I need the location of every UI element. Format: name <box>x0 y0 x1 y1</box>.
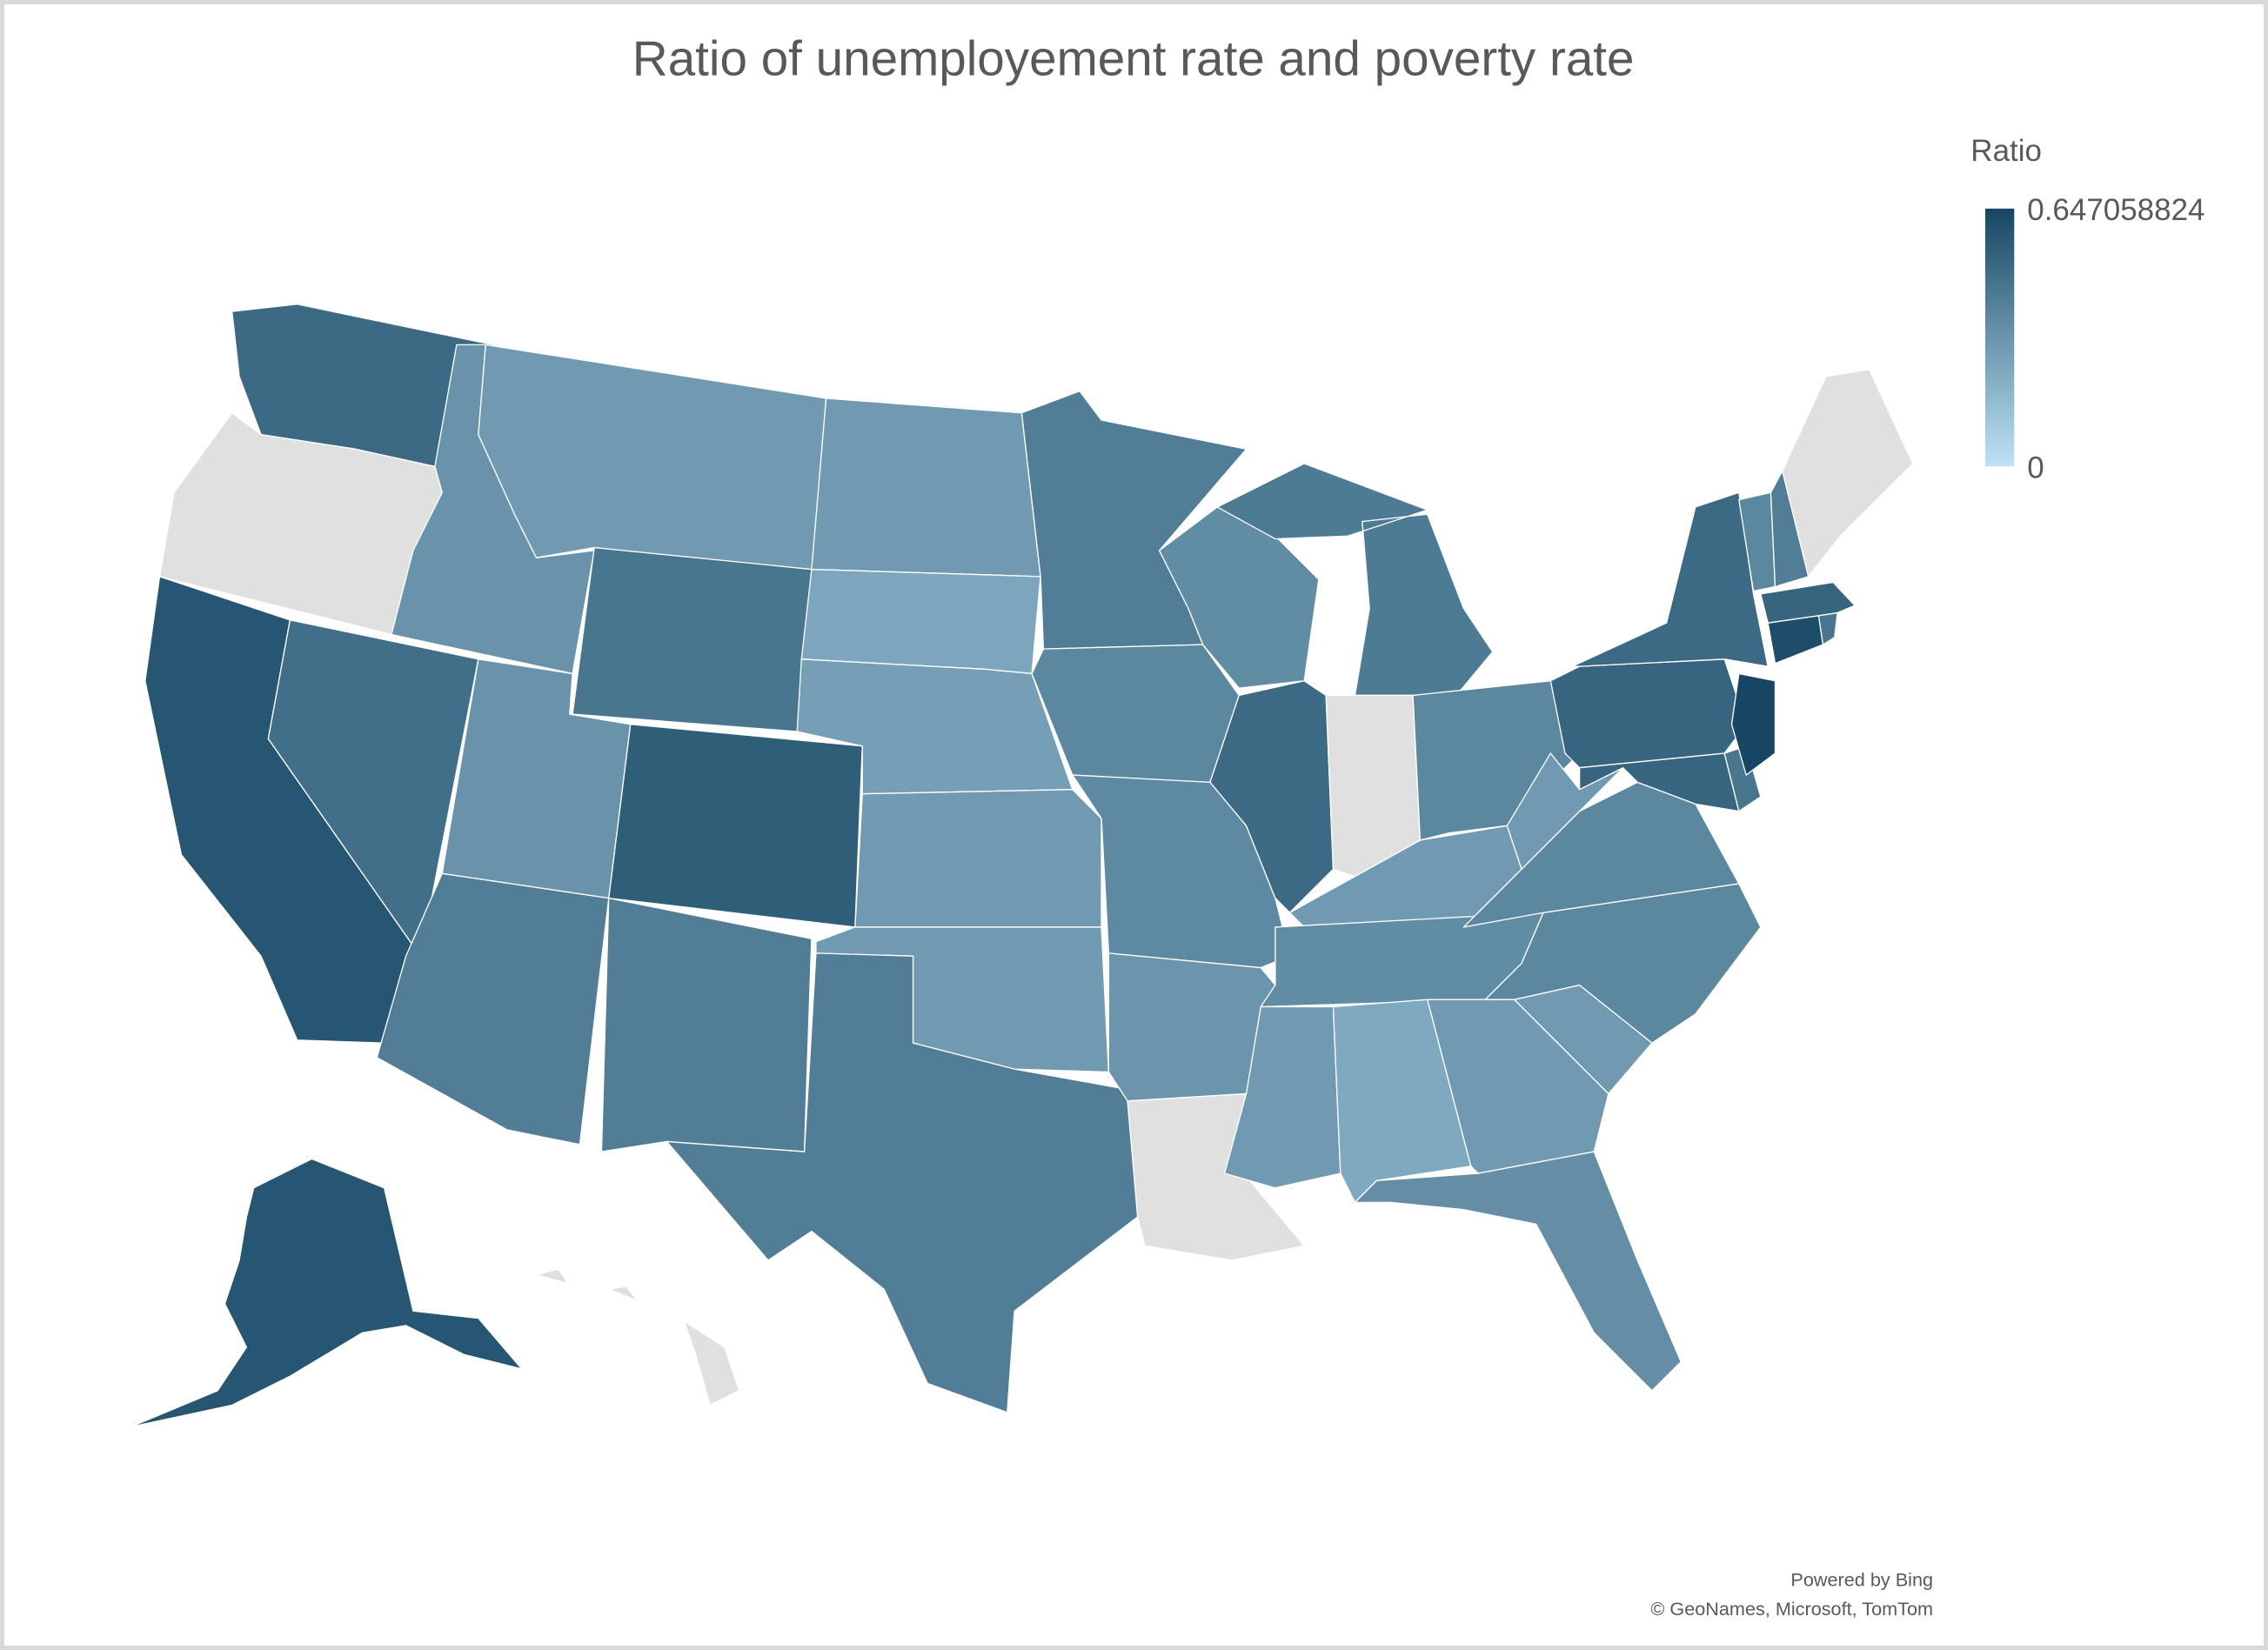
state-sd[interactable] <box>800 568 1041 675</box>
legend-max-label: 0.647058824 <box>2027 193 2204 227</box>
state-ma[interactable] <box>1760 581 1856 624</box>
state-fl[interactable] <box>1354 1151 1682 1392</box>
state-wy[interactable] <box>572 546 813 732</box>
legend-title: Ratio <box>1970 134 2042 168</box>
state-mi[interactable] <box>1216 463 1494 697</box>
state-me[interactable] <box>1782 369 1914 578</box>
legend-color-scale <box>1984 208 2015 467</box>
state-tx[interactable] <box>666 952 1139 1413</box>
state-mt[interactable] <box>478 344 827 573</box>
state-nj[interactable] <box>1730 672 1776 776</box>
legend-min-label: 0 <box>2027 451 2044 485</box>
states-layer <box>130 304 1914 1428</box>
state-ks[interactable] <box>854 789 1102 928</box>
attribution-sources: © GeoNames, Microsoft, TomTom <box>1650 1598 1933 1620</box>
state-pa[interactable] <box>1549 658 1747 769</box>
chart-title: Ratio of unemployement rate and poverty … <box>632 31 1635 86</box>
state-ak[interactable] <box>130 1158 523 1428</box>
state-nm[interactable] <box>600 897 813 1152</box>
state-ct[interactable] <box>1767 615 1824 665</box>
state-nd[interactable] <box>811 397 1041 578</box>
attribution-bing: Powered by Bing <box>1790 1569 1933 1591</box>
state-co[interactable] <box>608 724 863 928</box>
state-nc[interactable] <box>1484 883 1762 1044</box>
state-hi[interactable] <box>535 1268 740 1406</box>
state-ny[interactable] <box>1571 491 1769 667</box>
